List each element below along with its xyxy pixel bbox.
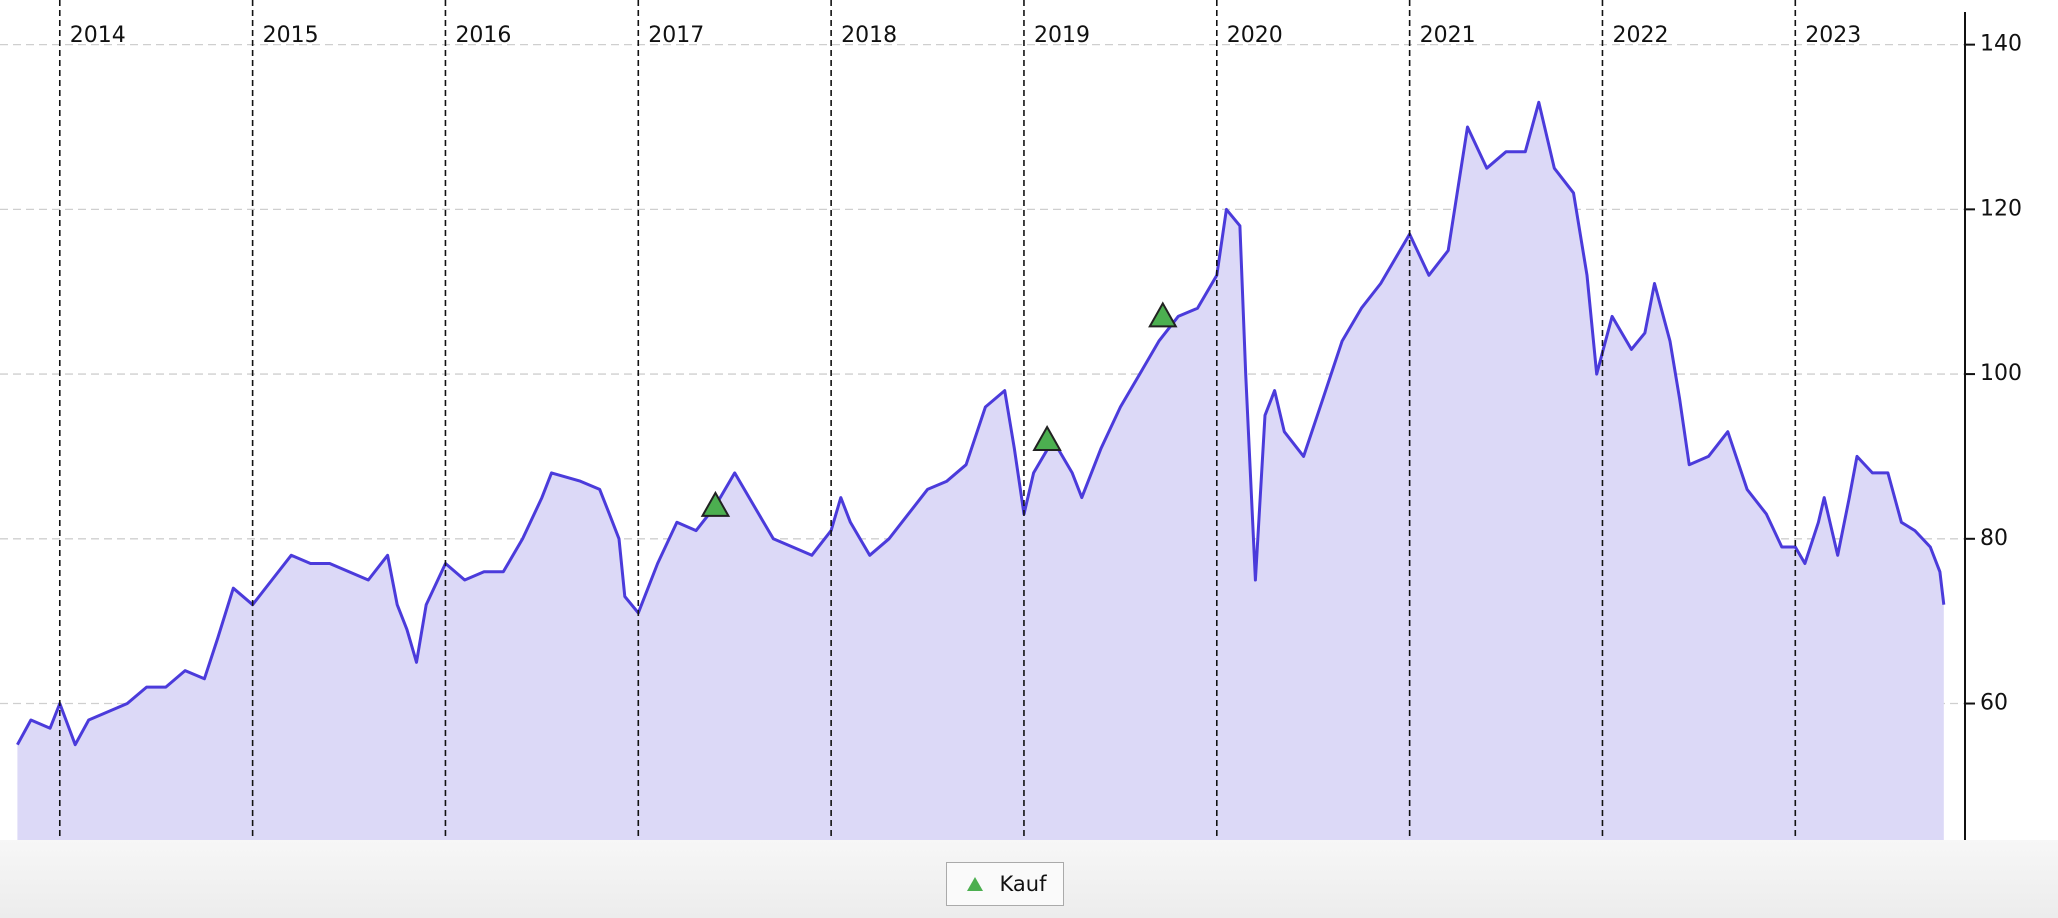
legend[interactable]: Kauf — [946, 862, 1064, 906]
x-tick-label: 2023 — [1805, 23, 1861, 48]
x-tick-label: 2014 — [70, 23, 126, 48]
area-fill — [17, 102, 1944, 840]
buy-marker — [700, 490, 731, 517]
x-tick-label: 2018 — [841, 23, 897, 48]
y-tick-label: 80 — [1980, 526, 2008, 551]
x-tick-label: 2022 — [1612, 23, 1668, 48]
y-tick-label: 140 — [1980, 32, 2022, 57]
x-tick-label: 2021 — [1420, 23, 1476, 48]
x-tick-label: 2016 — [455, 23, 511, 48]
buy-marker — [1148, 301, 1178, 328]
legend-marker — [966, 877, 983, 891]
x-tick-label: 2017 — [648, 23, 704, 48]
y-tick-label: 100 — [1980, 361, 2022, 386]
chart: 60 80 100 120 140 2014 2015 2016 2017 2018 2019 202… — [0, 0, 2022, 840]
x-tick-label: 2020 — [1227, 23, 1283, 48]
price-line — [16, 100, 1946, 747]
legend-triangle — [966, 877, 983, 891]
legend-label: Kauf — [999, 872, 1047, 896]
x-tick-label: 2019 — [1034, 23, 1090, 48]
y-tick-label: 60 — [1980, 691, 2008, 716]
buy-marker — [1032, 424, 1062, 451]
x-tick-label: 2015 — [263, 23, 319, 48]
y-tick-label: 120 — [1980, 196, 2022, 221]
